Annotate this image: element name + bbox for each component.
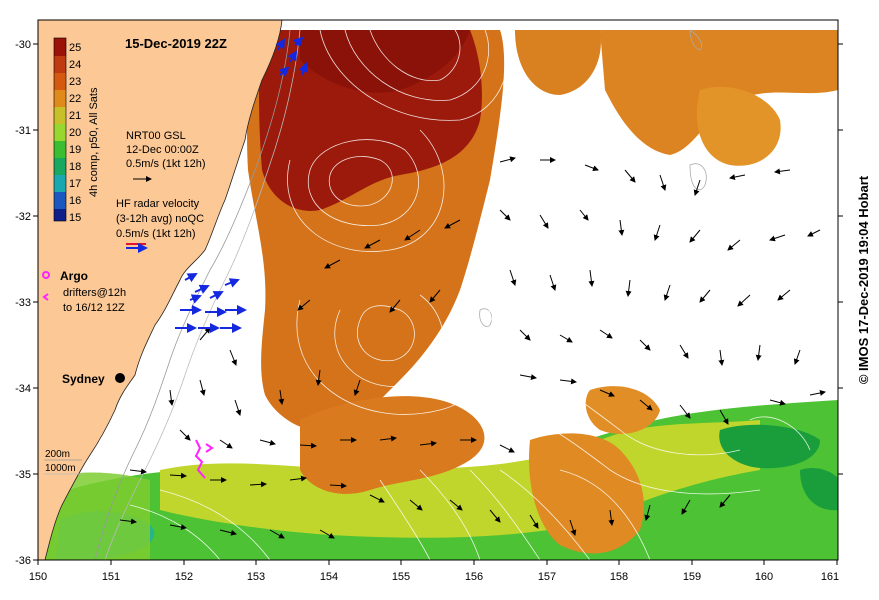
- velocity-arrows: [119, 156, 826, 539]
- sst-red-north: [300, 30, 470, 93]
- drifter-icon: [42, 293, 49, 301]
- colorbar-tick: 20: [69, 127, 81, 139]
- isobath-legend: 200m 1000m: [44, 449, 82, 475]
- x-tick-label: 151: [102, 571, 120, 583]
- radar-legend-line3: 0.5m/s (1kt 12h): [116, 228, 195, 240]
- seamount-contour-3: [479, 308, 493, 327]
- y-tick-label: -35: [15, 469, 31, 481]
- sst-orange-southeast: [529, 433, 644, 554]
- sst-dark-green-patch-2: [800, 467, 838, 511]
- gsl-legend-line2: 12-Dec 00:00Z: [126, 144, 199, 156]
- sea-level-contours: [129, 29, 811, 560]
- y-tick-label: -33: [15, 297, 31, 309]
- isobath-1000m-label: 1000m: [45, 463, 76, 474]
- colorbar-label: 4h comp, p50, All Sats: [88, 87, 100, 197]
- colorbar-tick: 17: [69, 178, 81, 190]
- x-tick-label: 150: [29, 571, 47, 583]
- sst-orange-mid-east: [585, 386, 660, 434]
- x-tick-label: 157: [538, 571, 556, 583]
- colorbar-tick: 23: [69, 76, 81, 88]
- x-tick-label: 155: [392, 571, 410, 583]
- sst-dark-green-patch: [719, 424, 820, 469]
- x-tick-label: 156: [465, 571, 483, 583]
- sst-orange-east-3: [515, 30, 601, 95]
- credit-label: © IMOS 17-Dec-2019 19:04 Hobart: [856, 175, 871, 385]
- hf-radar-arrows: [175, 36, 308, 333]
- argo-drifter-trail: [194, 439, 214, 479]
- sydney-marker: [115, 373, 125, 383]
- plot-frame: [37, 19, 839, 561]
- y-tick-label: -36: [15, 555, 31, 567]
- colorbar-tick: 15: [69, 212, 81, 224]
- sst-orange-east-2: [696, 86, 781, 166]
- y-axis: -30 -31 -32 -33 -34 -35 -36: [15, 39, 843, 567]
- argo-label: Argo: [60, 269, 88, 283]
- radar-legend-line1: HF radar velocity: [116, 198, 200, 210]
- x-tick-label: 153: [247, 571, 265, 583]
- isobath-200m-label: 200m: [45, 449, 70, 460]
- colorbar-tick: 19: [69, 144, 81, 156]
- seamount-contour-1: [689, 163, 707, 191]
- y-tick-label: -30: [15, 39, 31, 51]
- radar-legend-line2: (3-12h avg) noQC: [116, 213, 204, 225]
- colorbar: 25 24 23 22 21 20 19 18 17 16 15 4h comp…: [53, 37, 100, 224]
- x-tick-label: 161: [821, 571, 839, 583]
- argo-icon: [42, 271, 50, 279]
- sst-orange-south-tongue: [300, 396, 485, 494]
- x-axis: 150 151 152 153 154 155 156 157 158 159 …: [29, 560, 839, 583]
- y-tick-label: -32: [15, 211, 31, 223]
- colorbar-tick: 21: [69, 110, 81, 122]
- argo-legend: Argo drifters@12h to 16/12 12Z: [42, 269, 126, 314]
- colorbar-tick: 25: [69, 42, 81, 54]
- colorbar-tick: 16: [69, 195, 81, 207]
- colorbar-tick: 18: [69, 161, 81, 173]
- x-tick-label: 160: [755, 571, 773, 583]
- land-australia: [38, 20, 283, 560]
- map-title: 15-Dec-2019 22Z: [125, 36, 227, 51]
- seamount-contour-2: [689, 29, 703, 51]
- x-tick-label: 154: [320, 571, 338, 583]
- x-tick-label: 152: [175, 571, 193, 583]
- y-tick-label: -34: [15, 383, 31, 395]
- x-tick-label: 159: [683, 571, 701, 583]
- drifter-label-2: to 16/12 12Z: [63, 302, 125, 314]
- x-tick-label: 158: [610, 571, 628, 583]
- gsl-legend-line1: NRT00 GSL: [126, 130, 186, 142]
- city-label-sydney: Sydney: [62, 372, 105, 386]
- colorbar-tick: 24: [69, 59, 81, 71]
- colorbar-tick: 22: [69, 93, 81, 105]
- radar-legend: HF radar velocity (3-12h avg) noQC 0.5m/…: [116, 198, 204, 253]
- gsl-legend-line3: 0.5m/s (1kt 12h): [126, 158, 205, 170]
- gsl-legend: NRT00 GSL 12-Dec 00:00Z 0.5m/s (1kt 12h): [126, 130, 205, 182]
- y-tick-label: -31: [15, 125, 31, 137]
- drifter-label-1: drifters@12h: [63, 287, 126, 299]
